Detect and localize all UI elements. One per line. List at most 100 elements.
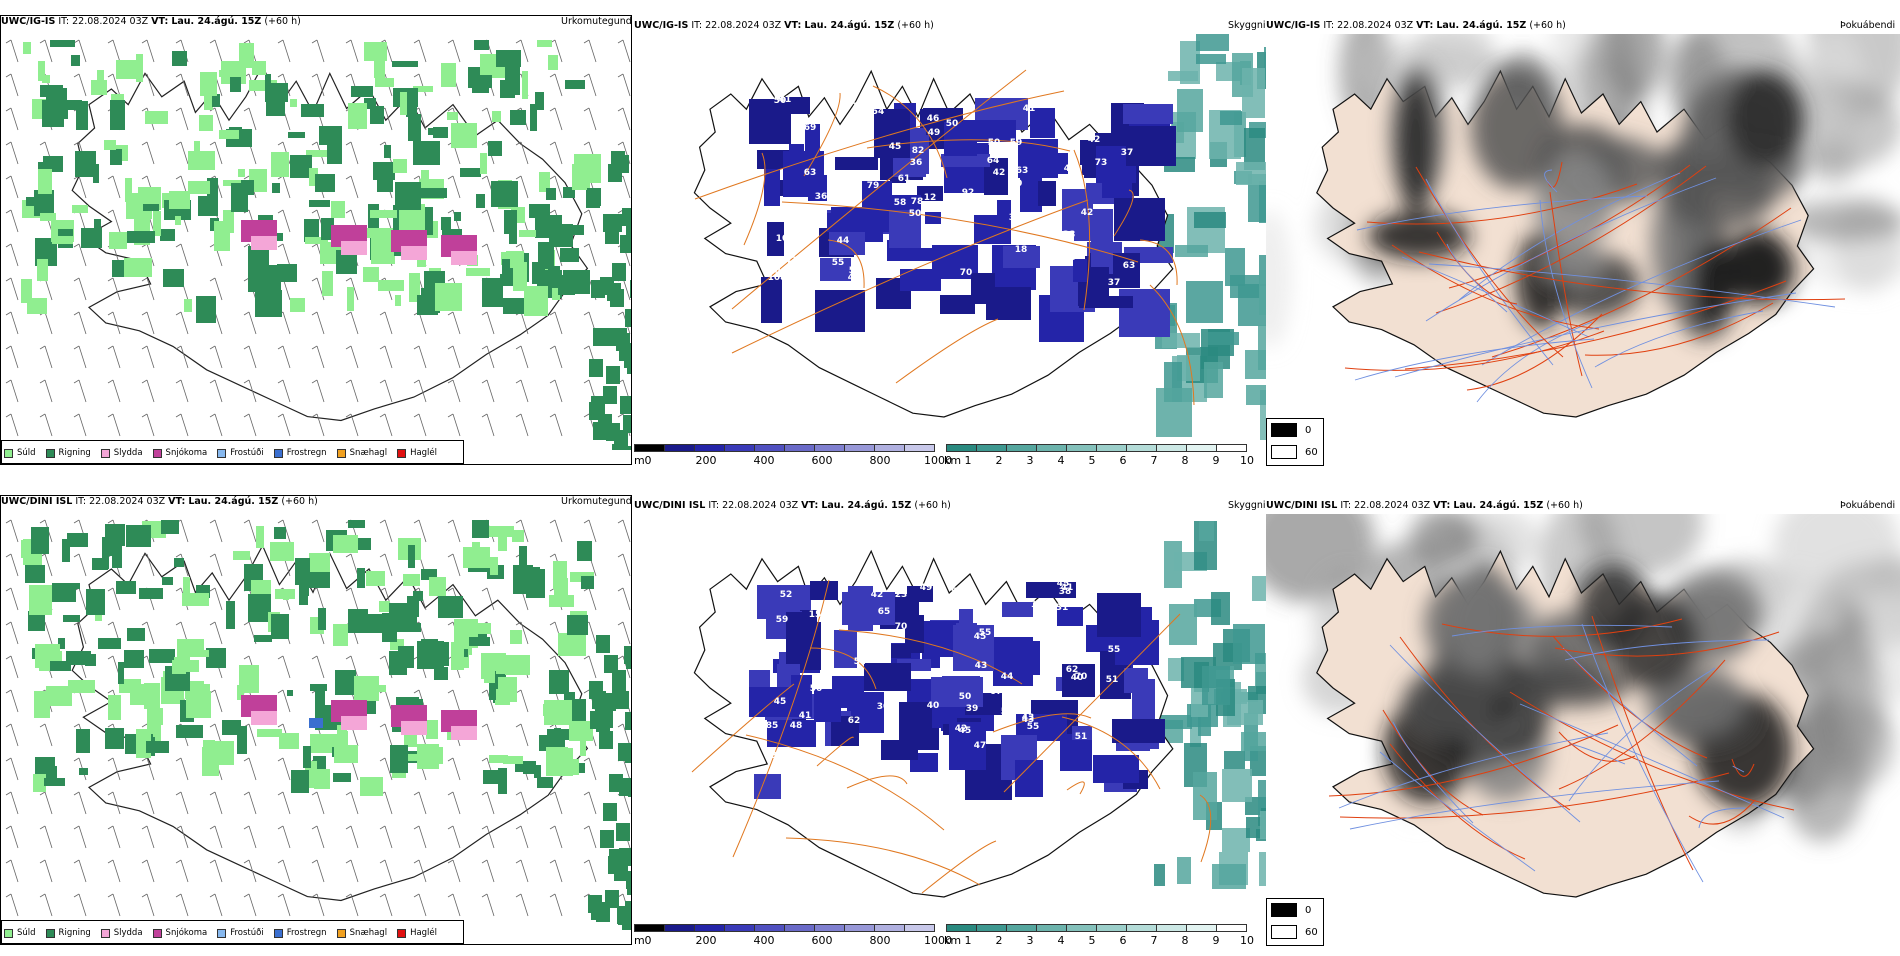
visibility-cell [1175,245,1208,257]
wind-barb [5,311,19,335]
road-line [1339,772,1730,819]
wind-barb [379,519,393,543]
ceiling-value-label: 18 [1015,245,1028,255]
ceiling-cell [820,258,851,281]
wind-barb [345,175,359,199]
ceiling-value-label: 63 [1016,166,1029,176]
wind-barb [175,141,189,165]
precip-cell [348,609,368,633]
ceiling-value-label: 43 [785,256,798,266]
precip-cell [251,236,277,250]
wind-barb [549,825,563,849]
visibility-cell [1177,355,1200,381]
wind-barb [209,893,223,917]
river-line [1338,732,1609,809]
precip-cell [200,72,217,96]
precip-cell [67,533,88,547]
tick-label: 3 [1026,454,1034,467]
road-line [992,713,1092,733]
precip-cell [438,596,463,618]
vt-value: Lau. 24.ágú. 15Z [804,20,895,31]
precip-cell [480,54,499,75]
vt-label: VT: [784,20,802,31]
wind-barb [311,655,325,679]
tick-label: 0 [644,454,652,467]
precip-cell [127,628,145,641]
wind-barb [549,379,563,403]
ceiling-cell [848,586,873,631]
river-line [1349,780,1720,830]
precip-cell [503,756,523,764]
precip-cell [194,141,200,152]
fog-swatch [1271,423,1297,437]
visibility-cell [1196,54,1226,64]
wind-barb [277,379,291,403]
visibility-cell [1220,111,1242,125]
tick-label: 7 [1150,934,1158,947]
precip-cell [290,155,312,178]
panel-header: UWC/IG-IS IT: 22.08.2024 03Z VT: Lau. 24… [1,16,301,28]
wind-barb [617,553,631,577]
wind-barb [481,825,495,849]
precip-cell [66,651,91,665]
river-line [1568,743,1626,765]
legend-item-1: Rigning [45,928,91,938]
ceiling-cell [786,612,806,627]
ceiling-value-label: 45 [959,726,972,736]
precip-cell [589,402,603,420]
ceiling-cell [1073,259,1087,282]
ceiling-value-label: 45 [974,632,987,642]
precip-cell [535,92,544,110]
visibility-cell [1244,128,1265,170]
precip-cell [539,172,550,192]
precip-cell [489,526,514,537]
road-line [1328,724,1619,797]
ceiling-value-label: 43 [1097,578,1110,588]
road-line [1418,251,1846,301]
ceiling-cell [903,248,953,261]
precip-cell [366,571,385,586]
wind-barb [481,243,495,267]
precip-cell [612,444,626,450]
ceiling-value-label: 50 [1010,179,1023,189]
precip-cell [321,218,334,240]
ceiling-cell [1123,104,1173,124]
ceiling-value-label: 42 [871,590,884,600]
ceiling-cell [1003,246,1040,268]
wind-barb [141,311,155,335]
precip-cell [252,61,266,75]
ceiling-cell [1002,602,1033,617]
panel-header: UWC/DINI ISL IT: 22.08.2024 03Z VT: Lau.… [1,496,318,508]
ceiling-value-label: 51 [1075,732,1088,742]
colorbar-cell [874,444,905,452]
wind-barb [39,825,53,849]
precip-cell [300,579,309,596]
wind-barb [515,519,529,543]
road-line [691,683,795,773]
precip-cell [512,530,524,542]
ceiling-value-label: 68 [1125,570,1138,580]
wind-barb [39,413,53,437]
ceiling-value-label: 34 [986,575,999,585]
precip-cell [421,188,447,198]
precip-cell [196,296,216,323]
ceiling-value-label: 73 [1095,158,1108,168]
precip-cell [401,246,427,260]
precip-cell [577,541,592,561]
colorbar-cell [784,924,815,932]
precip-cell [95,615,102,621]
precip-cell [608,214,622,232]
precip-cell [23,42,31,54]
precip-cell [370,106,384,124]
ceiling-cell [1046,153,1068,174]
legend-item-2: Slydda [100,928,143,938]
wind-barb [481,791,495,815]
tick-label: 1000 [924,454,952,467]
legend-label: Slydda [113,448,143,458]
ceiling-value-label: 23 [895,590,908,600]
colorbar-cell [1216,924,1247,932]
precip-type-legend: Súld Rigning Slydda Snjókoma Frostúði Frostre… [4,448,437,458]
ceiling-value-label: 46 [927,114,940,124]
road-line [1509,691,1795,811]
precip-cell [274,527,286,539]
